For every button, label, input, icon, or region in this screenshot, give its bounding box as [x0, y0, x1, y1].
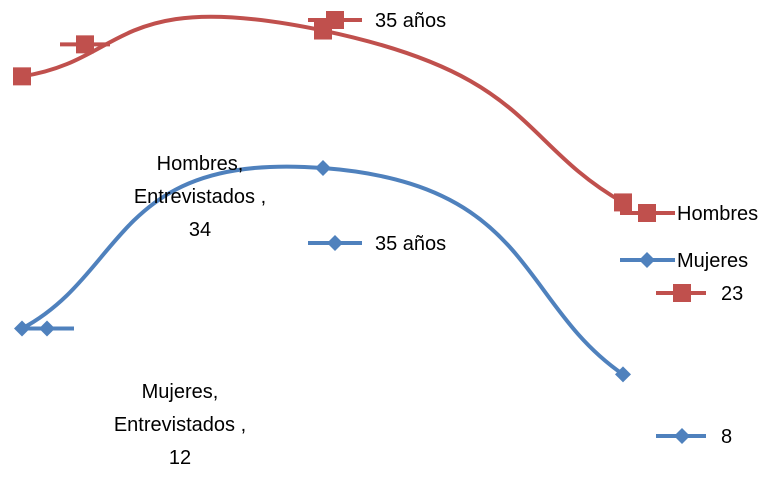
series-line-mujeres — [21, 164, 625, 376]
data-label-text-mujeres-2: 35 años — [375, 233, 446, 255]
data-label-text-hombres-1: Hombres, Entrevistados , 34 — [134, 153, 266, 241]
data-label-text-hombres-3: 23 — [721, 283, 743, 305]
data-label-hombres-1: Hombres, Entrevistados , 34 — [60, 35, 266, 241]
data-label-text-mujeres-1: Mujeres, Entrevistados , 12 — [114, 381, 246, 469]
data-label-hombres-3: 23 — [656, 283, 743, 305]
data-label-marker-hombres-1 — [76, 35, 94, 54]
legend-item-hombres: Hombres — [620, 203, 758, 225]
data-label-layer: Hombres, Entrevistados , 34 35 años 23 Mujere… — [24, 10, 743, 469]
point-mujeres-3 — [615, 366, 631, 383]
data-label-marker-mujeres-3 — [674, 428, 690, 444]
data-label-text-mujeres-3: 8 — [721, 426, 732, 448]
point-hombres-1 — [13, 67, 31, 86]
data-label-text-hombres-2: 35 años — [375, 10, 446, 32]
data-label-mujeres-2: 35 años — [308, 233, 446, 255]
data-label-marker-mujeres-1 — [39, 320, 55, 337]
legend-label-mujeres: Mujeres — [677, 250, 748, 272]
data-label-hombres-2: 35 años — [308, 10, 446, 32]
point-mujeres-2 — [315, 160, 331, 177]
data-label-marker-hombres-2 — [326, 11, 344, 29]
series-layer — [13, 14, 632, 383]
data-label-marker-hombres-3 — [673, 284, 691, 302]
legend-marker-mujeres — [639, 252, 655, 268]
point-mujeres-1 — [14, 320, 30, 337]
data-label-marker-mujeres-2 — [327, 235, 343, 251]
legend-label-hombres: Hombres — [677, 203, 758, 225]
point-hombres-3 — [614, 193, 632, 212]
legend-item-mujeres: Mujeres — [620, 250, 748, 272]
data-label-mujeres-1: Mujeres, Entrevistados , 12 — [24, 320, 246, 469]
legend: Hombres Mujeres — [620, 203, 758, 272]
data-label-mujeres-3: 8 — [656, 426, 732, 448]
legend-marker-hombres — [638, 204, 656, 222]
